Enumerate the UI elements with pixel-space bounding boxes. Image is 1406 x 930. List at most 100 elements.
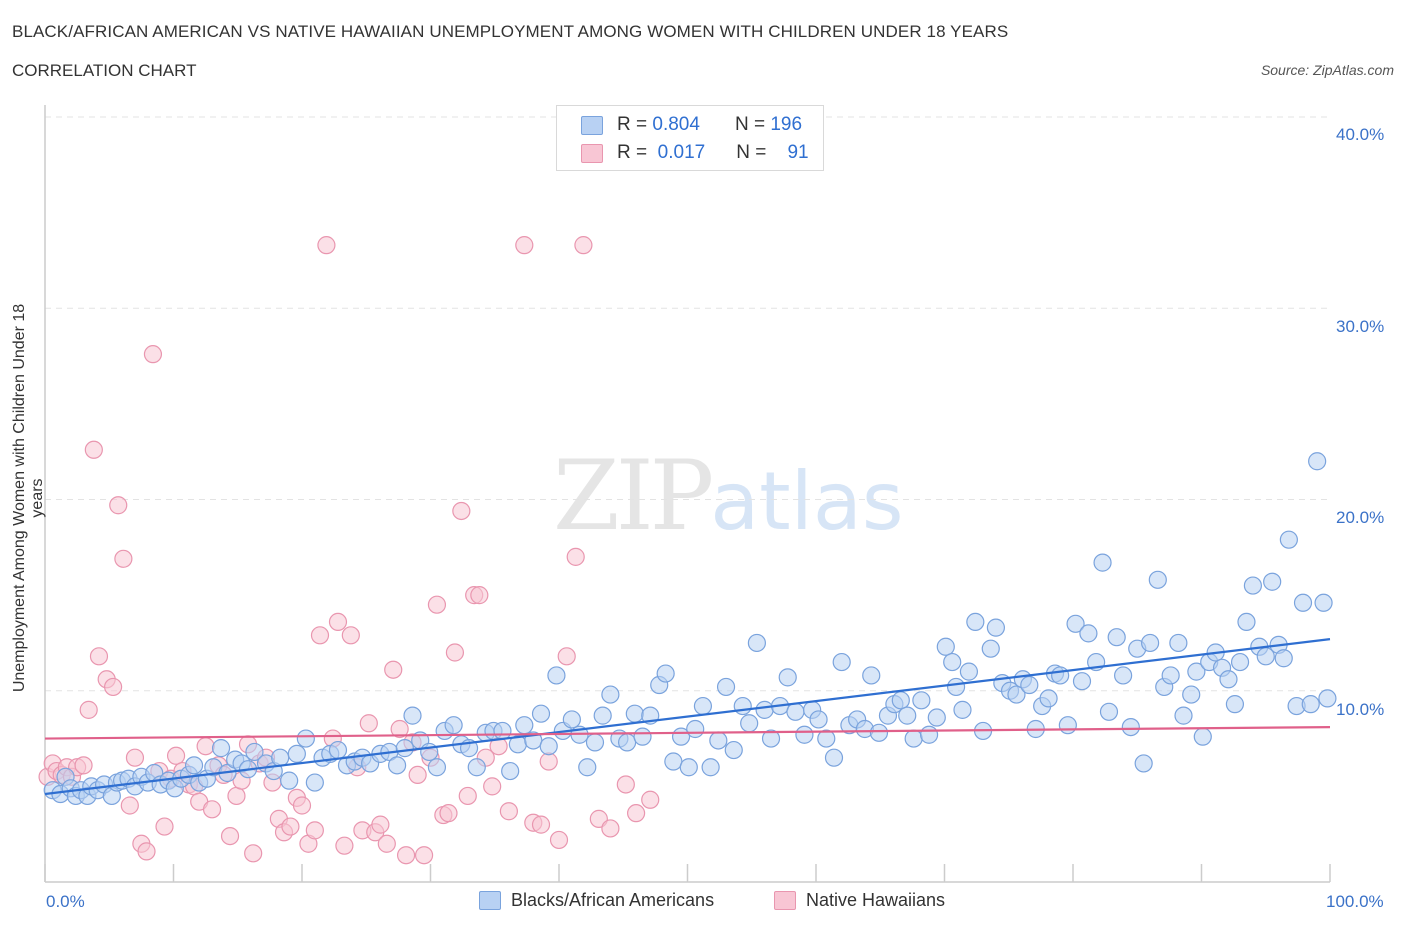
- blacks-trend-line: [44, 638, 1331, 796]
- blacks-point: [1093, 553, 1112, 572]
- hawaiians-point: [125, 748, 145, 767]
- blacks-point: [862, 666, 881, 685]
- blacks-point: [656, 664, 675, 683]
- blacks-point: [709, 731, 728, 750]
- hawaiians-point: [390, 719, 409, 739]
- blacks-point: [943, 652, 962, 672]
- hawaiians-point: [137, 842, 156, 861]
- blacks-point: [778, 668, 797, 687]
- legend-r-value: 0.804: [652, 114, 700, 135]
- blacks-point: [953, 700, 972, 719]
- blacks-point: [211, 739, 231, 758]
- hawaiians-point: [396, 846, 416, 865]
- blacks-point: [403, 706, 422, 725]
- bottom-legend-swatch-blue: [479, 891, 501, 910]
- blacks-point: [287, 744, 306, 763]
- bottom-legend-blacks: Blacks/African Americans: [479, 890, 714, 911]
- blacks-point: [1219, 670, 1238, 689]
- blacks-point: [919, 725, 939, 744]
- y-tick-label-10: 10.0%: [1336, 700, 1385, 719]
- blacks-point: [1225, 695, 1245, 714]
- legend-r-label: R =: [617, 114, 648, 135]
- hawaiians-point: [499, 802, 518, 821]
- correlation-legend: R = 0.804 N = 196 R = 0.017 N = 91: [556, 105, 824, 171]
- legend-r-label: R =: [617, 142, 648, 163]
- hawaiians-point: [335, 836, 354, 855]
- blacks-point: [427, 758, 447, 777]
- blacks-point: [809, 710, 828, 729]
- blacks-point: [891, 691, 910, 710]
- y-tick-label-20: 20.0%: [1336, 508, 1385, 527]
- blacks-point: [898, 706, 917, 725]
- hawaiians-point: [202, 800, 222, 819]
- blacks-point: [305, 773, 324, 792]
- blacks-point: [539, 737, 558, 756]
- blacks-point: [1058, 716, 1077, 735]
- blacks-point: [664, 752, 683, 771]
- hawaiians-point: [244, 844, 263, 863]
- blacks-point: [395, 739, 414, 758]
- blacks-point: [733, 696, 752, 716]
- blacks-point: [1007, 685, 1026, 704]
- hawaiians-point: [626, 804, 646, 823]
- blacks-point: [693, 696, 713, 716]
- blacks-point: [981, 639, 1000, 658]
- blacks-point: [625, 704, 644, 723]
- hawaiians-point: [371, 815, 390, 834]
- blacks-point: [601, 685, 620, 704]
- hawaiians-point: [616, 775, 635, 794]
- watermark-zip: ZIP: [553, 440, 714, 552]
- blacks-point: [387, 756, 407, 775]
- blacks-point: [795, 725, 814, 744]
- hawaiians-point: [557, 647, 576, 666]
- blacks-point: [1230, 652, 1250, 672]
- hawaiians-point: [120, 796, 139, 815]
- blacks-point: [280, 771, 299, 790]
- hawaiians-point: [445, 643, 465, 662]
- blacks-point: [547, 666, 566, 685]
- blacks-point: [966, 612, 985, 632]
- blacks-point: [724, 740, 743, 760]
- blacks-point: [1308, 452, 1327, 471]
- blacks-point: [1134, 754, 1153, 773]
- blacks-point: [1121, 717, 1140, 737]
- hawaiians-point: [377, 834, 396, 853]
- blacks-point: [912, 691, 931, 710]
- hawaiians-point: [452, 501, 471, 521]
- blacks-point: [1187, 662, 1206, 681]
- bottom-legend-swatch-pink: [774, 891, 796, 910]
- blacks-point: [1066, 614, 1085, 633]
- blacks-point: [904, 729, 923, 748]
- hawaiians-point: [79, 700, 98, 719]
- blacks-point: [1051, 666, 1070, 685]
- legend-n-label: N =: [734, 114, 766, 135]
- blacks-point: [1140, 633, 1160, 653]
- blacks-point: [1318, 689, 1337, 708]
- blacks-point: [271, 748, 290, 767]
- blacks-point: [927, 708, 946, 727]
- hawaiians-point: [384, 660, 403, 679]
- blacks-point: [585, 733, 605, 752]
- blacks-point: [618, 733, 637, 752]
- blacks-point: [1039, 689, 1058, 708]
- blacks-point: [1263, 572, 1282, 591]
- hawaiians-point: [601, 819, 620, 838]
- blacks-point: [245, 742, 264, 762]
- hawaiians-point: [483, 777, 502, 796]
- blacks-point: [1274, 649, 1293, 668]
- blacks-point: [755, 700, 774, 719]
- blacks-point: [1148, 570, 1167, 589]
- hawaiians-point: [566, 547, 585, 566]
- blacks-point: [824, 748, 844, 767]
- hawaiians-point: [439, 804, 458, 823]
- chart-subtitle: CORRELATION CHART: [12, 61, 197, 80]
- hawaiians-point: [74, 756, 93, 775]
- blacks-point: [1182, 685, 1201, 704]
- blacks-point: [1161, 666, 1180, 685]
- y-tick-label-30: 30.0%: [1336, 317, 1385, 336]
- blacks-point: [701, 758, 720, 777]
- chart-title: BLACK/AFRICAN AMERICAN VS NATIVE HAWAIIA…: [12, 22, 1009, 41]
- blacks-point: [1107, 628, 1126, 647]
- hawaiians-point: [539, 752, 558, 771]
